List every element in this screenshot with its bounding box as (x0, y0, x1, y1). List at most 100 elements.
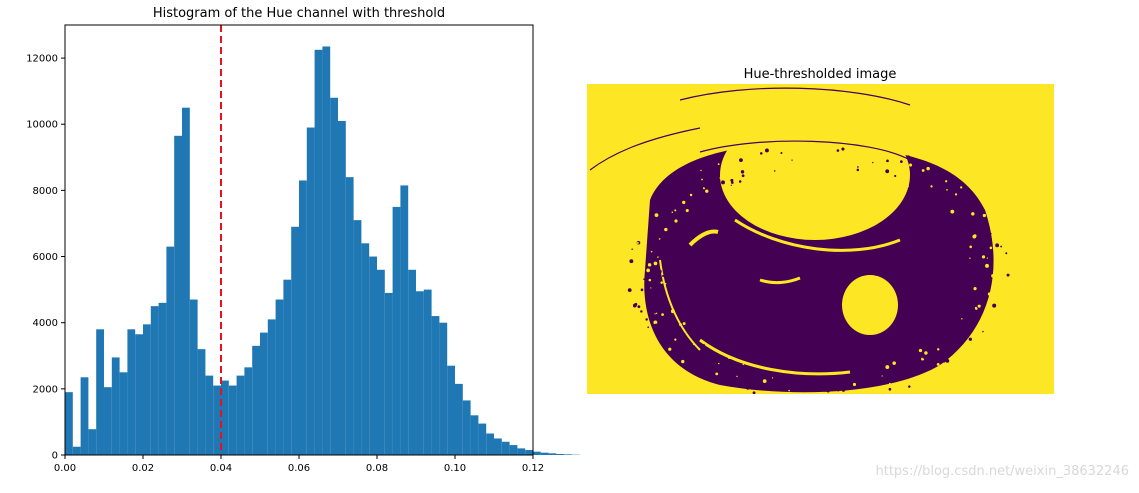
image-speckle (636, 242, 639, 244)
image-speckle (645, 318, 648, 321)
image-speckle (654, 323, 658, 327)
image-speckle (907, 185, 910, 187)
image-speckle (979, 280, 981, 283)
image-speckle (730, 184, 732, 186)
image-speckle (682, 322, 686, 326)
image-speckle (881, 154, 886, 159)
image-speckle (939, 350, 944, 355)
image-speckle (977, 304, 981, 308)
histogram-bar (182, 107, 190, 455)
image-speckle (668, 200, 671, 204)
image-speckle (1006, 273, 1010, 277)
x-tick-label: 0.06 (288, 463, 310, 474)
histogram-bar (244, 367, 253, 455)
histogram-bar (228, 385, 237, 455)
histogram-bar (556, 454, 565, 455)
image-speckle (664, 328, 668, 332)
x-tick-label: 0.02 (132, 463, 154, 474)
image-speckle (662, 296, 665, 299)
image-speckle (719, 176, 723, 180)
image-speckle (992, 303, 997, 308)
image-speckle (960, 186, 963, 189)
image-speckle (932, 197, 935, 199)
image-speckle (791, 159, 793, 161)
image-speckle (942, 359, 946, 363)
image-speckle (674, 209, 677, 212)
histogram-bar (135, 334, 143, 455)
image-speckle (689, 193, 693, 197)
image-speckle (954, 197, 957, 199)
image-speckle (634, 302, 638, 306)
image-speckle (868, 153, 870, 155)
image-speckle (881, 375, 883, 377)
image-speckle (982, 213, 987, 218)
histogram-bar (486, 433, 494, 455)
histogram-bar (80, 377, 89, 455)
image-dark-arc (679, 87, 911, 106)
histogram-bar (96, 329, 104, 455)
histogram-bar (150, 306, 159, 455)
image-speckle (664, 227, 668, 232)
image-speckle (872, 161, 874, 164)
x-tick-label: 0.12 (522, 463, 544, 474)
y-tick-label: 10000 (26, 120, 58, 131)
histogram-bar (400, 185, 409, 455)
image-speckle (924, 351, 928, 355)
histogram-bar (267, 319, 276, 455)
image-speckle (951, 344, 954, 347)
histogram-bar (306, 127, 315, 456)
image-speckle (655, 281, 658, 284)
image-speckle (981, 285, 984, 287)
y-tick-label: 8000 (33, 186, 58, 197)
image-speckle (717, 371, 720, 374)
histogram-bar (88, 429, 97, 455)
image-speckle (888, 382, 891, 385)
image-speckle (657, 294, 662, 299)
image-speckle (738, 180, 742, 183)
image-speckle (654, 313, 656, 315)
image-streak (734, 218, 901, 252)
image-speckle (797, 163, 801, 167)
histogram-bar (540, 452, 549, 455)
image-speckle (740, 170, 745, 174)
image-speckle (664, 207, 667, 211)
image-speckle (945, 359, 950, 363)
image-speckle (627, 288, 632, 292)
image-speckle (701, 178, 703, 181)
image-speckle (985, 263, 989, 268)
image-dark-arc (589, 127, 701, 171)
x-tick-label: 0.00 (54, 463, 76, 474)
image-speckle (728, 357, 731, 360)
histogram-bar (127, 329, 136, 455)
image-speckle (1005, 252, 1008, 255)
image-speckle (668, 347, 672, 351)
image-speckle (911, 358, 914, 361)
image-speckle (700, 169, 702, 172)
image-speckle (657, 256, 659, 258)
image-speckle (970, 251, 974, 256)
histogram-bar (221, 380, 229, 455)
image-speckle (661, 313, 664, 316)
image-speckle (836, 387, 841, 392)
image-speckle (844, 399, 846, 401)
image-speckle (946, 189, 948, 191)
image-speckle (725, 169, 730, 174)
thresholded-image-title: Hue-thresholded image (744, 67, 897, 82)
image-speckle (741, 174, 745, 178)
image-speckle (830, 398, 833, 401)
image-speckle (762, 379, 767, 383)
image-speckle (637, 305, 641, 309)
thresholded-image-panel: Hue-thresholded image (587, 67, 1054, 401)
image-speckle (736, 375, 738, 378)
image-speckle (857, 166, 859, 168)
image-speckle (702, 344, 706, 347)
histogram-bar (431, 316, 440, 455)
image-speckle (664, 282, 667, 285)
y-axis-ticks: 0 2000 4000 6000 8000 10000 12000 (26, 54, 65, 462)
image-speckle (666, 330, 669, 333)
image-bright-blob (842, 275, 898, 335)
histogram-bar (384, 292, 393, 455)
image-speckle (971, 212, 975, 216)
x-axis-ticks: 0.00 0.02 0.04 0.06 0.08 0.10 0.12 (54, 455, 544, 474)
